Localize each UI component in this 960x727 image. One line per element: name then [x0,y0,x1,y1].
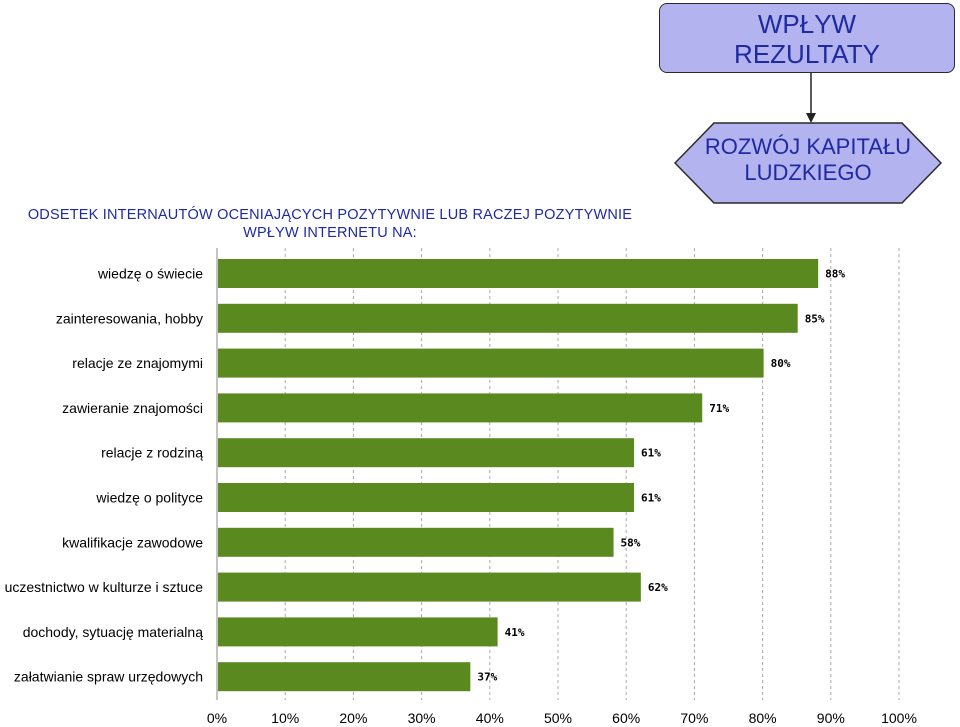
value-label: 62% [648,581,668,594]
bar [218,393,703,423]
category-label: wiedzę o polityce [95,490,203,506]
x-tick-label: 20% [339,710,367,726]
x-tick-label: 60% [612,710,640,726]
chart-title: ODSETEK INTERNAUTÓW OCENIAJĄCYCH POZYTYW… [14,206,646,242]
value-label: 88% [825,268,845,281]
x-tick-label: 90% [817,710,845,726]
x-tick-label: 30% [408,710,436,726]
connector-arrow [806,73,816,123]
value-label: 37% [477,671,497,684]
result-box-line2: REZULTATY [734,39,880,69]
x-tick-label: 70% [680,710,708,726]
bar [218,303,798,333]
human-capital-hexagon: ROZWÓJ KAPITAŁU LUDZKIEGO [674,122,942,204]
value-label: 41% [505,626,525,639]
bar [218,438,635,468]
bar-chart: wiedzę o świecie 88% zainteresowania, hobb… [5,248,917,726]
category-label: relacje ze znajomymi [72,355,203,371]
value-label: 58% [621,536,641,549]
chart-title-line2: WPŁYW INTERNETU NA: [243,225,417,241]
hexagon-line1: ROZWÓJ KAPITAŁU [704,134,912,159]
bar [218,259,819,288]
x-tick-label: 10% [271,710,299,726]
bar [218,572,641,602]
result-box-line1: WPŁYW [757,9,857,39]
category-label: załatwianie spraw urzędowych [14,669,203,685]
category-label: relacje z rodziną [101,445,203,461]
category-label: wiedzę o świecie [97,266,203,282]
x-tick-label: 50% [544,710,572,726]
category-label: uczestnictwo w kulturze i sztuce [5,579,204,595]
bar [218,483,635,512]
category-label: zawieranie znajomości [62,400,203,416]
category-label: zainteresowania, hobby [56,310,203,326]
value-label: 61% [641,492,661,505]
bar [218,527,614,557]
bar [218,348,764,378]
category-label: dochody, sytuację materialną [23,624,203,640]
x-tick-label: 80% [749,710,777,726]
bar [218,617,498,647]
chart-title-line1: ODSETEK INTERNAUTÓW OCENIAJĄCYCH POZYTYW… [27,207,633,223]
category-label: kwalifikacje zawodowe [62,534,203,550]
value-label: 71% [709,402,729,415]
x-tick-label: 0% [207,710,227,726]
value-label: 61% [641,447,661,460]
x-tick-label: 40% [476,710,504,726]
value-label: 85% [805,312,825,325]
hexagon-line2: LUDZKIEGO [744,160,872,185]
x-tick-label: 100% [881,710,917,726]
bar [218,662,471,692]
result-box: WPŁYW REZULTATY [659,3,955,73]
value-label: 80% [771,357,791,370]
